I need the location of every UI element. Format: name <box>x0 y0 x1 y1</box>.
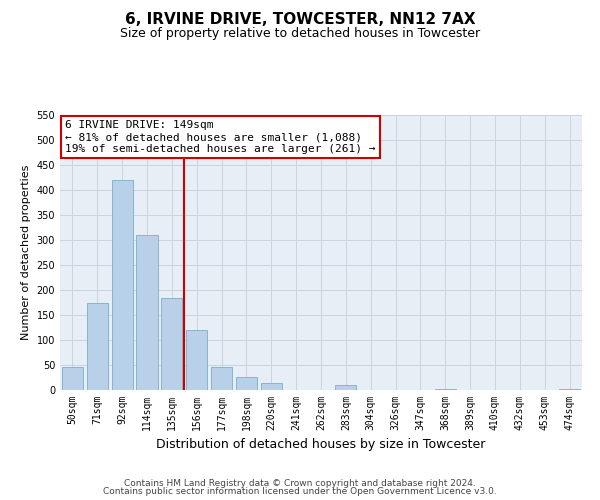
Text: 6 IRVINE DRIVE: 149sqm
← 81% of detached houses are smaller (1,088)
19% of semi-: 6 IRVINE DRIVE: 149sqm ← 81% of detached… <box>65 120 376 154</box>
Bar <box>236 376 257 390</box>
Bar <box>335 384 356 390</box>
Y-axis label: Number of detached properties: Number of detached properties <box>21 165 31 340</box>
Text: Contains HM Land Registry data © Crown copyright and database right 2024.: Contains HM Land Registry data © Crown c… <box>124 478 476 488</box>
Text: Size of property relative to detached houses in Towcester: Size of property relative to detached ho… <box>120 28 480 40</box>
Bar <box>559 389 580 390</box>
Bar <box>261 383 282 390</box>
Bar <box>136 235 158 390</box>
Bar <box>161 298 182 390</box>
Bar <box>87 302 108 390</box>
Bar <box>435 389 456 390</box>
Bar <box>62 366 83 390</box>
X-axis label: Distribution of detached houses by size in Towcester: Distribution of detached houses by size … <box>157 438 485 452</box>
Text: 6, IRVINE DRIVE, TOWCESTER, NN12 7AX: 6, IRVINE DRIVE, TOWCESTER, NN12 7AX <box>125 12 475 28</box>
Bar <box>112 180 133 390</box>
Text: Contains public sector information licensed under the Open Government Licence v3: Contains public sector information licen… <box>103 487 497 496</box>
Bar <box>186 330 207 390</box>
Bar <box>211 367 232 390</box>
